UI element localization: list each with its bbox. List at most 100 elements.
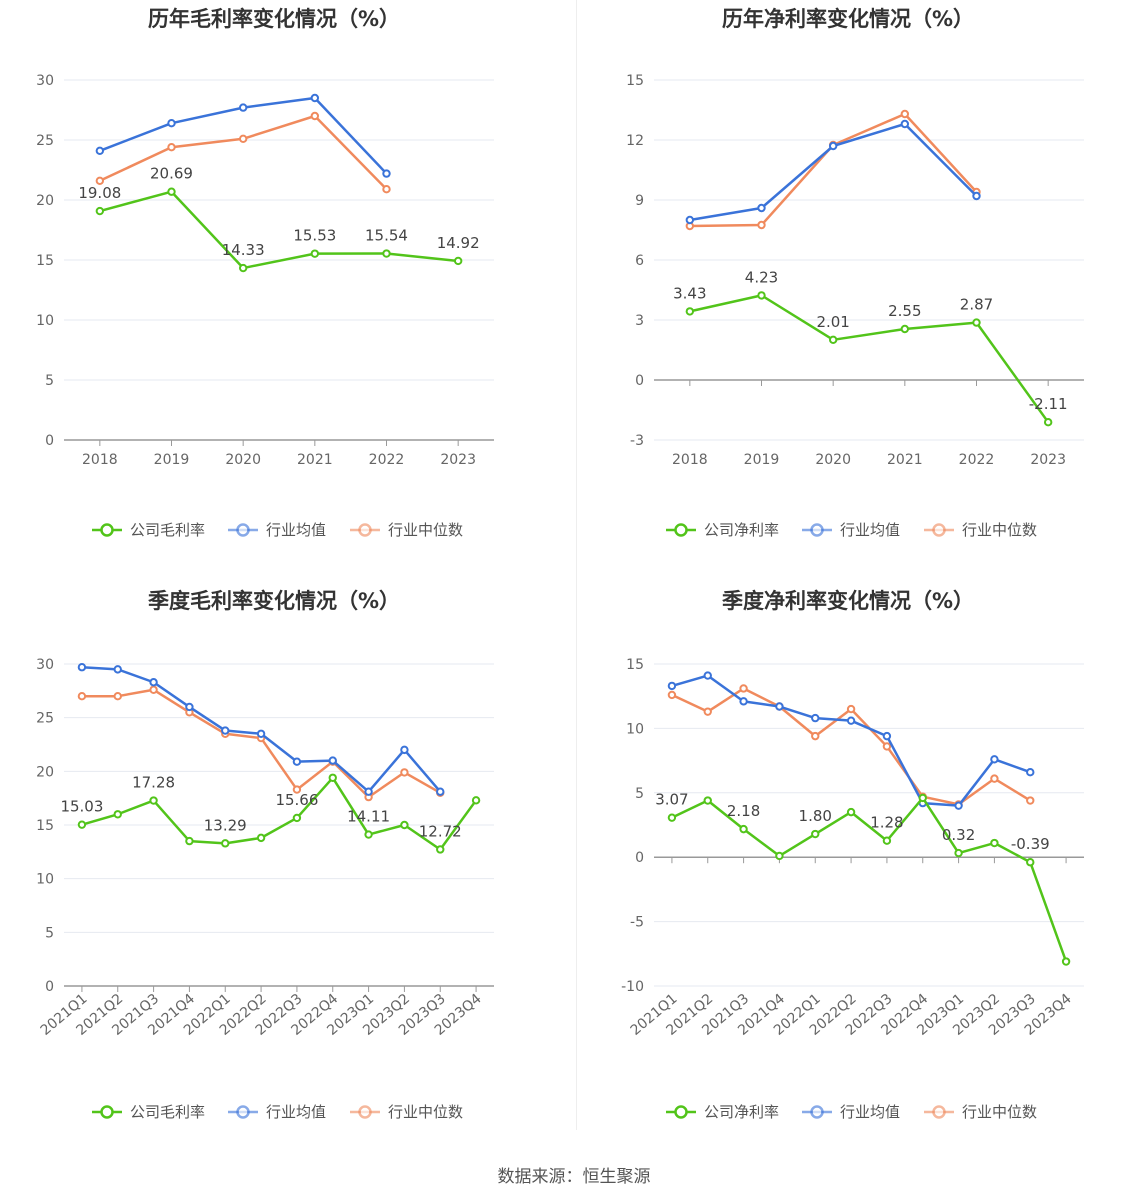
data-point bbox=[1026, 796, 1035, 805]
data-point bbox=[1061, 957, 1071, 966]
data-label: 19.08 bbox=[78, 184, 121, 202]
data-label: 3.43 bbox=[673, 284, 706, 302]
y-tick-label: -5 bbox=[630, 915, 644, 931]
data-point bbox=[113, 692, 122, 701]
legend-label: 行业中位数 bbox=[962, 521, 1037, 539]
data-point bbox=[310, 93, 320, 103]
legend-label: 行业均值 bbox=[266, 521, 326, 539]
x-tick-label: 2022 bbox=[959, 452, 995, 468]
y-tick-label: 9 bbox=[635, 193, 644, 209]
data-point bbox=[667, 813, 677, 822]
data-label: 4.23 bbox=[745, 268, 778, 286]
x-tick-label: 2021 bbox=[887, 452, 923, 468]
data-point bbox=[685, 307, 695, 316]
data-point bbox=[77, 663, 87, 672]
data-point bbox=[95, 206, 105, 216]
data-point bbox=[310, 249, 320, 258]
y-tick-label: 15 bbox=[626, 73, 644, 89]
data-point bbox=[757, 291, 766, 300]
y-tick-label: 0 bbox=[635, 373, 644, 389]
data-point bbox=[667, 690, 677, 700]
data-point bbox=[167, 119, 176, 128]
data-label: 12.72 bbox=[419, 822, 462, 840]
data-point bbox=[221, 726, 230, 735]
data-label: 1.28 bbox=[870, 814, 903, 832]
data-label: 15.54 bbox=[365, 227, 408, 245]
data-label: 14.33 bbox=[222, 241, 265, 259]
data-point bbox=[400, 820, 409, 830]
data-label: 2.01 bbox=[816, 313, 849, 331]
data-point bbox=[846, 716, 856, 725]
data-point bbox=[149, 685, 158, 694]
data-point bbox=[667, 681, 677, 691]
legend-marker bbox=[810, 1105, 824, 1119]
data-point bbox=[95, 146, 105, 156]
legend-marker bbox=[932, 1105, 946, 1119]
data-point bbox=[757, 220, 766, 230]
data-point bbox=[471, 796, 481, 805]
data-point bbox=[292, 813, 302, 823]
data-point bbox=[882, 731, 892, 741]
chart-title: 季度净利率变化情况（%） bbox=[722, 589, 974, 613]
legend-label: 公司毛利率 bbox=[130, 1103, 205, 1121]
data-point bbox=[292, 757, 302, 766]
data-point bbox=[846, 807, 856, 817]
data-point bbox=[739, 684, 748, 693]
y-tick-label: 3 bbox=[635, 313, 644, 329]
x-tick-label: 2020 bbox=[225, 452, 261, 468]
data-point bbox=[972, 191, 981, 201]
legend-marker bbox=[236, 523, 250, 537]
data-point bbox=[453, 256, 463, 266]
data-point bbox=[703, 707, 712, 716]
y-tick-label: 12 bbox=[626, 133, 644, 149]
legend-marker bbox=[236, 1105, 250, 1119]
legend-marker bbox=[358, 1105, 372, 1119]
y-tick-label: 0 bbox=[45, 433, 54, 449]
data-label: 17.28 bbox=[132, 774, 175, 792]
data-point bbox=[149, 678, 158, 687]
legend-label: 行业均值 bbox=[840, 1103, 900, 1121]
y-tick-label: 0 bbox=[45, 979, 54, 995]
x-tick-label: 2019 bbox=[744, 452, 780, 468]
data-point bbox=[1043, 418, 1053, 427]
data-point bbox=[703, 671, 712, 680]
data-point bbox=[185, 702, 194, 712]
data-source-note: 数据来源：恒生聚源 bbox=[497, 1167, 651, 1187]
x-tick-label: 2020 bbox=[815, 452, 851, 468]
x-tick-label: 2019 bbox=[154, 452, 190, 468]
legend-label: 行业中位数 bbox=[388, 1103, 463, 1121]
data-point bbox=[757, 203, 766, 213]
y-tick-label: 6 bbox=[635, 253, 644, 269]
legend-label: 行业均值 bbox=[266, 1103, 326, 1121]
data-point bbox=[149, 796, 158, 805]
y-tick-label: 5 bbox=[45, 373, 54, 389]
data-point bbox=[238, 103, 248, 112]
chart-svg-0: 历年毛利率变化情况（%） 0 5 10 15 20 25 30 2018 2019 2020 2021… bbox=[36, 7, 494, 539]
y-tick-label: 15 bbox=[36, 818, 54, 834]
series-line-2 bbox=[689, 112, 978, 228]
y-tick-label: 25 bbox=[36, 133, 54, 149]
data-point bbox=[1026, 767, 1035, 777]
y-tick-label: -3 bbox=[630, 433, 644, 449]
data-point bbox=[238, 263, 248, 273]
legend-label: 公司净利率 bbox=[704, 1103, 779, 1121]
legend-marker bbox=[674, 1105, 688, 1119]
data-point bbox=[811, 713, 820, 723]
x-tick-label: 2023 bbox=[440, 452, 476, 468]
data-label: 2.55 bbox=[888, 302, 921, 320]
data-point bbox=[775, 702, 784, 711]
x-tick-label: 2023 bbox=[1030, 452, 1066, 468]
legend-label: 行业中位数 bbox=[388, 521, 463, 539]
data-point bbox=[882, 836, 892, 845]
data-point bbox=[77, 692, 87, 701]
data-label: 2.18 bbox=[727, 802, 760, 820]
data-point bbox=[113, 810, 122, 819]
chart-title: 季度毛利率变化情况（%） bbox=[148, 589, 400, 613]
data-point bbox=[167, 187, 176, 196]
chart-quarterly-net-margin: 季度净利率变化情况（%） -10 -5 0 5 10 15 2021Q1 2021Q2 2021Q… bbox=[574, 580, 1148, 1160]
x-tick-label: 2018 bbox=[672, 452, 708, 468]
y-tick-label: -10 bbox=[621, 979, 644, 995]
y-tick-label: 15 bbox=[626, 657, 644, 673]
data-label: 3.07 bbox=[655, 791, 688, 809]
data-point bbox=[436, 787, 445, 796]
